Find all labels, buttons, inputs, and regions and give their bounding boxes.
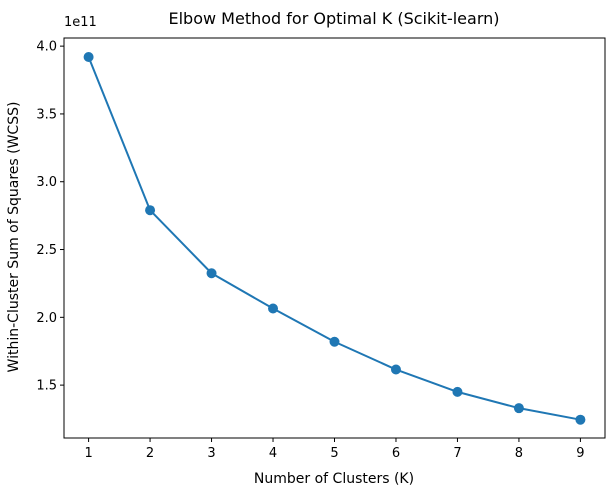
x-tick-label: 5 (330, 446, 338, 461)
chart-title: Elbow Method for Optimal K (Scikit-learn… (169, 9, 500, 28)
y-axis-ticks: 1.5 2.0 2.5 3.0 3.5 4.0 (36, 40, 64, 394)
x-tick-label: 2 (146, 446, 154, 461)
x-tick-label: 9 (576, 446, 584, 461)
data-point (575, 414, 586, 425)
y-tick-label: 3.0 (36, 175, 57, 190)
data-point (83, 51, 94, 62)
y-tick-label: 3.5 (36, 107, 57, 122)
x-tick-label: 1 (84, 446, 92, 461)
x-axis-ticks: 1 2 3 4 5 6 7 8 9 (84, 438, 585, 461)
x-tick-label: 3 (207, 446, 215, 461)
x-tick-label: 7 (453, 446, 461, 461)
x-tick-label: 8 (515, 446, 523, 461)
data-point (145, 205, 156, 216)
y-tick-label: 2.0 (36, 311, 57, 326)
plot-area-frame (63, 37, 606, 439)
y-tick-label: 4.0 (36, 40, 57, 55)
y-axis-label: Within-Cluster Sum of Squares (WCSS) (6, 102, 22, 373)
x-tick-label: 6 (392, 446, 400, 461)
data-point (268, 303, 279, 314)
y-tick-label: 2.5 (36, 243, 57, 258)
x-axis-label: Number of Clusters (K) (254, 471, 414, 487)
data-point (390, 364, 401, 375)
data-point (329, 336, 340, 347)
y-axis-offset-label: 1e11 (64, 15, 97, 30)
series-line (87, 56, 581, 421)
y-tick-label: 1.5 (36, 379, 57, 394)
data-point (513, 403, 524, 414)
series-wcss (83, 51, 586, 425)
data-point (206, 268, 217, 279)
x-tick-label: 4 (269, 446, 277, 461)
data-point (452, 386, 463, 397)
